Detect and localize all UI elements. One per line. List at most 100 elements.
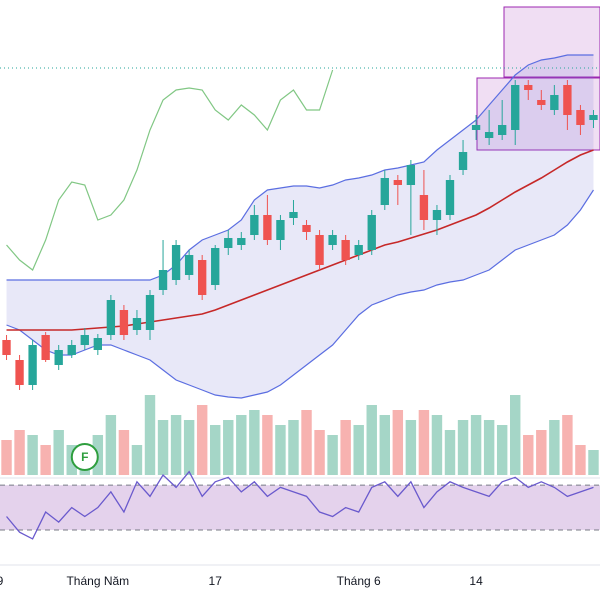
volume-bar [210, 425, 221, 475]
x-tick-label: 17 [209, 574, 223, 588]
volume-bar [353, 425, 364, 475]
candle-body [380, 178, 389, 205]
candle-body [537, 100, 546, 105]
candle-body [341, 240, 350, 260]
candle-body [315, 235, 324, 265]
candle-body [589, 115, 598, 120]
annotation-circle [70, 443, 99, 471]
volume-bar [588, 450, 599, 475]
candle-body [15, 360, 24, 385]
candle-body [93, 338, 102, 350]
volume-bar [183, 420, 195, 475]
volume-bar [144, 395, 156, 475]
candle-body [171, 245, 181, 280]
volume-bar [157, 420, 169, 475]
candle-body [354, 245, 363, 255]
volume-bar [275, 425, 286, 475]
candle-body [41, 335, 50, 360]
candle-body [393, 180, 402, 185]
volume-bar [483, 420, 495, 475]
candle-body [406, 165, 416, 185]
rsi-band [0, 485, 600, 530]
candle-body [250, 215, 259, 235]
candle-body [80, 335, 89, 345]
volume-bar [170, 415, 182, 475]
candle-body [367, 215, 376, 250]
volume-bar [523, 435, 534, 475]
candle-body [458, 152, 468, 170]
candle-body [524, 85, 533, 90]
candle-body [445, 180, 455, 215]
candle-body [28, 345, 37, 385]
volume-bar [431, 415, 443, 475]
volume-bar [510, 395, 521, 475]
volume-bar [457, 420, 469, 475]
candle-body [419, 195, 429, 220]
candle-body [432, 210, 442, 220]
candle-body [289, 212, 298, 218]
zone-box [503, 6, 600, 78]
x-tick-label: 9 [0, 574, 4, 588]
candle-body [498, 125, 507, 135]
volume-bar [327, 435, 338, 475]
volume-bar [288, 420, 299, 475]
overlay-line [6, 189, 594, 399]
volume-bar [575, 445, 586, 475]
volume-bar [379, 415, 390, 475]
volume-bar [131, 445, 143, 475]
x-tick-label: Tháng Năm [66, 574, 129, 588]
candle-body [237, 238, 246, 245]
candle-body [198, 260, 207, 295]
candle-body [484, 132, 494, 138]
volume-bar [392, 410, 404, 475]
candle-body [550, 95, 559, 110]
volume-bar [14, 430, 25, 475]
overlay-line [6, 149, 594, 331]
overlay-line [6, 69, 334, 271]
candle-body [263, 215, 272, 240]
volume-bar [105, 415, 117, 475]
x-tick-label: 14 [469, 574, 483, 588]
volume-bar [314, 430, 325, 475]
candle-body [2, 340, 11, 355]
candle-body [184, 255, 194, 275]
volume-bar [40, 445, 51, 475]
volume-bar [196, 405, 208, 475]
volume-bar [340, 420, 351, 475]
rsi-line [6, 470, 594, 540]
volume-bar [366, 405, 377, 475]
volume-bar [262, 415, 273, 475]
candle-body [119, 310, 129, 335]
candle-body [67, 345, 76, 355]
volume-bar [118, 430, 130, 475]
volume-bar [249, 410, 260, 475]
annotation-text: F [81, 450, 88, 464]
overlay-line [6, 54, 594, 281]
volume-bar [549, 420, 560, 475]
volume-bar [27, 435, 38, 475]
volume-bar [496, 425, 508, 475]
volume-bar [536, 430, 547, 475]
volume-bar [53, 430, 64, 475]
candle-body [576, 110, 585, 125]
candle-body [211, 248, 220, 285]
candle-body [224, 238, 233, 248]
candle-body [106, 300, 116, 335]
volume-bar [1, 440, 12, 475]
volume-bar [236, 415, 247, 475]
volume-bar [405, 420, 417, 475]
candle-body [132, 318, 142, 330]
candle-body [328, 235, 337, 245]
candle-body [145, 295, 155, 330]
candle-body [276, 220, 285, 240]
candle-body [54, 350, 63, 365]
volume-bar [444, 430, 456, 475]
x-tick-label: Tháng 6 [337, 574, 381, 588]
candle-body [158, 270, 168, 290]
volume-bar [223, 420, 234, 475]
candle-body [302, 225, 311, 232]
candle-body [511, 85, 520, 130]
volume-bar [301, 410, 312, 475]
volume-bar [418, 410, 430, 475]
